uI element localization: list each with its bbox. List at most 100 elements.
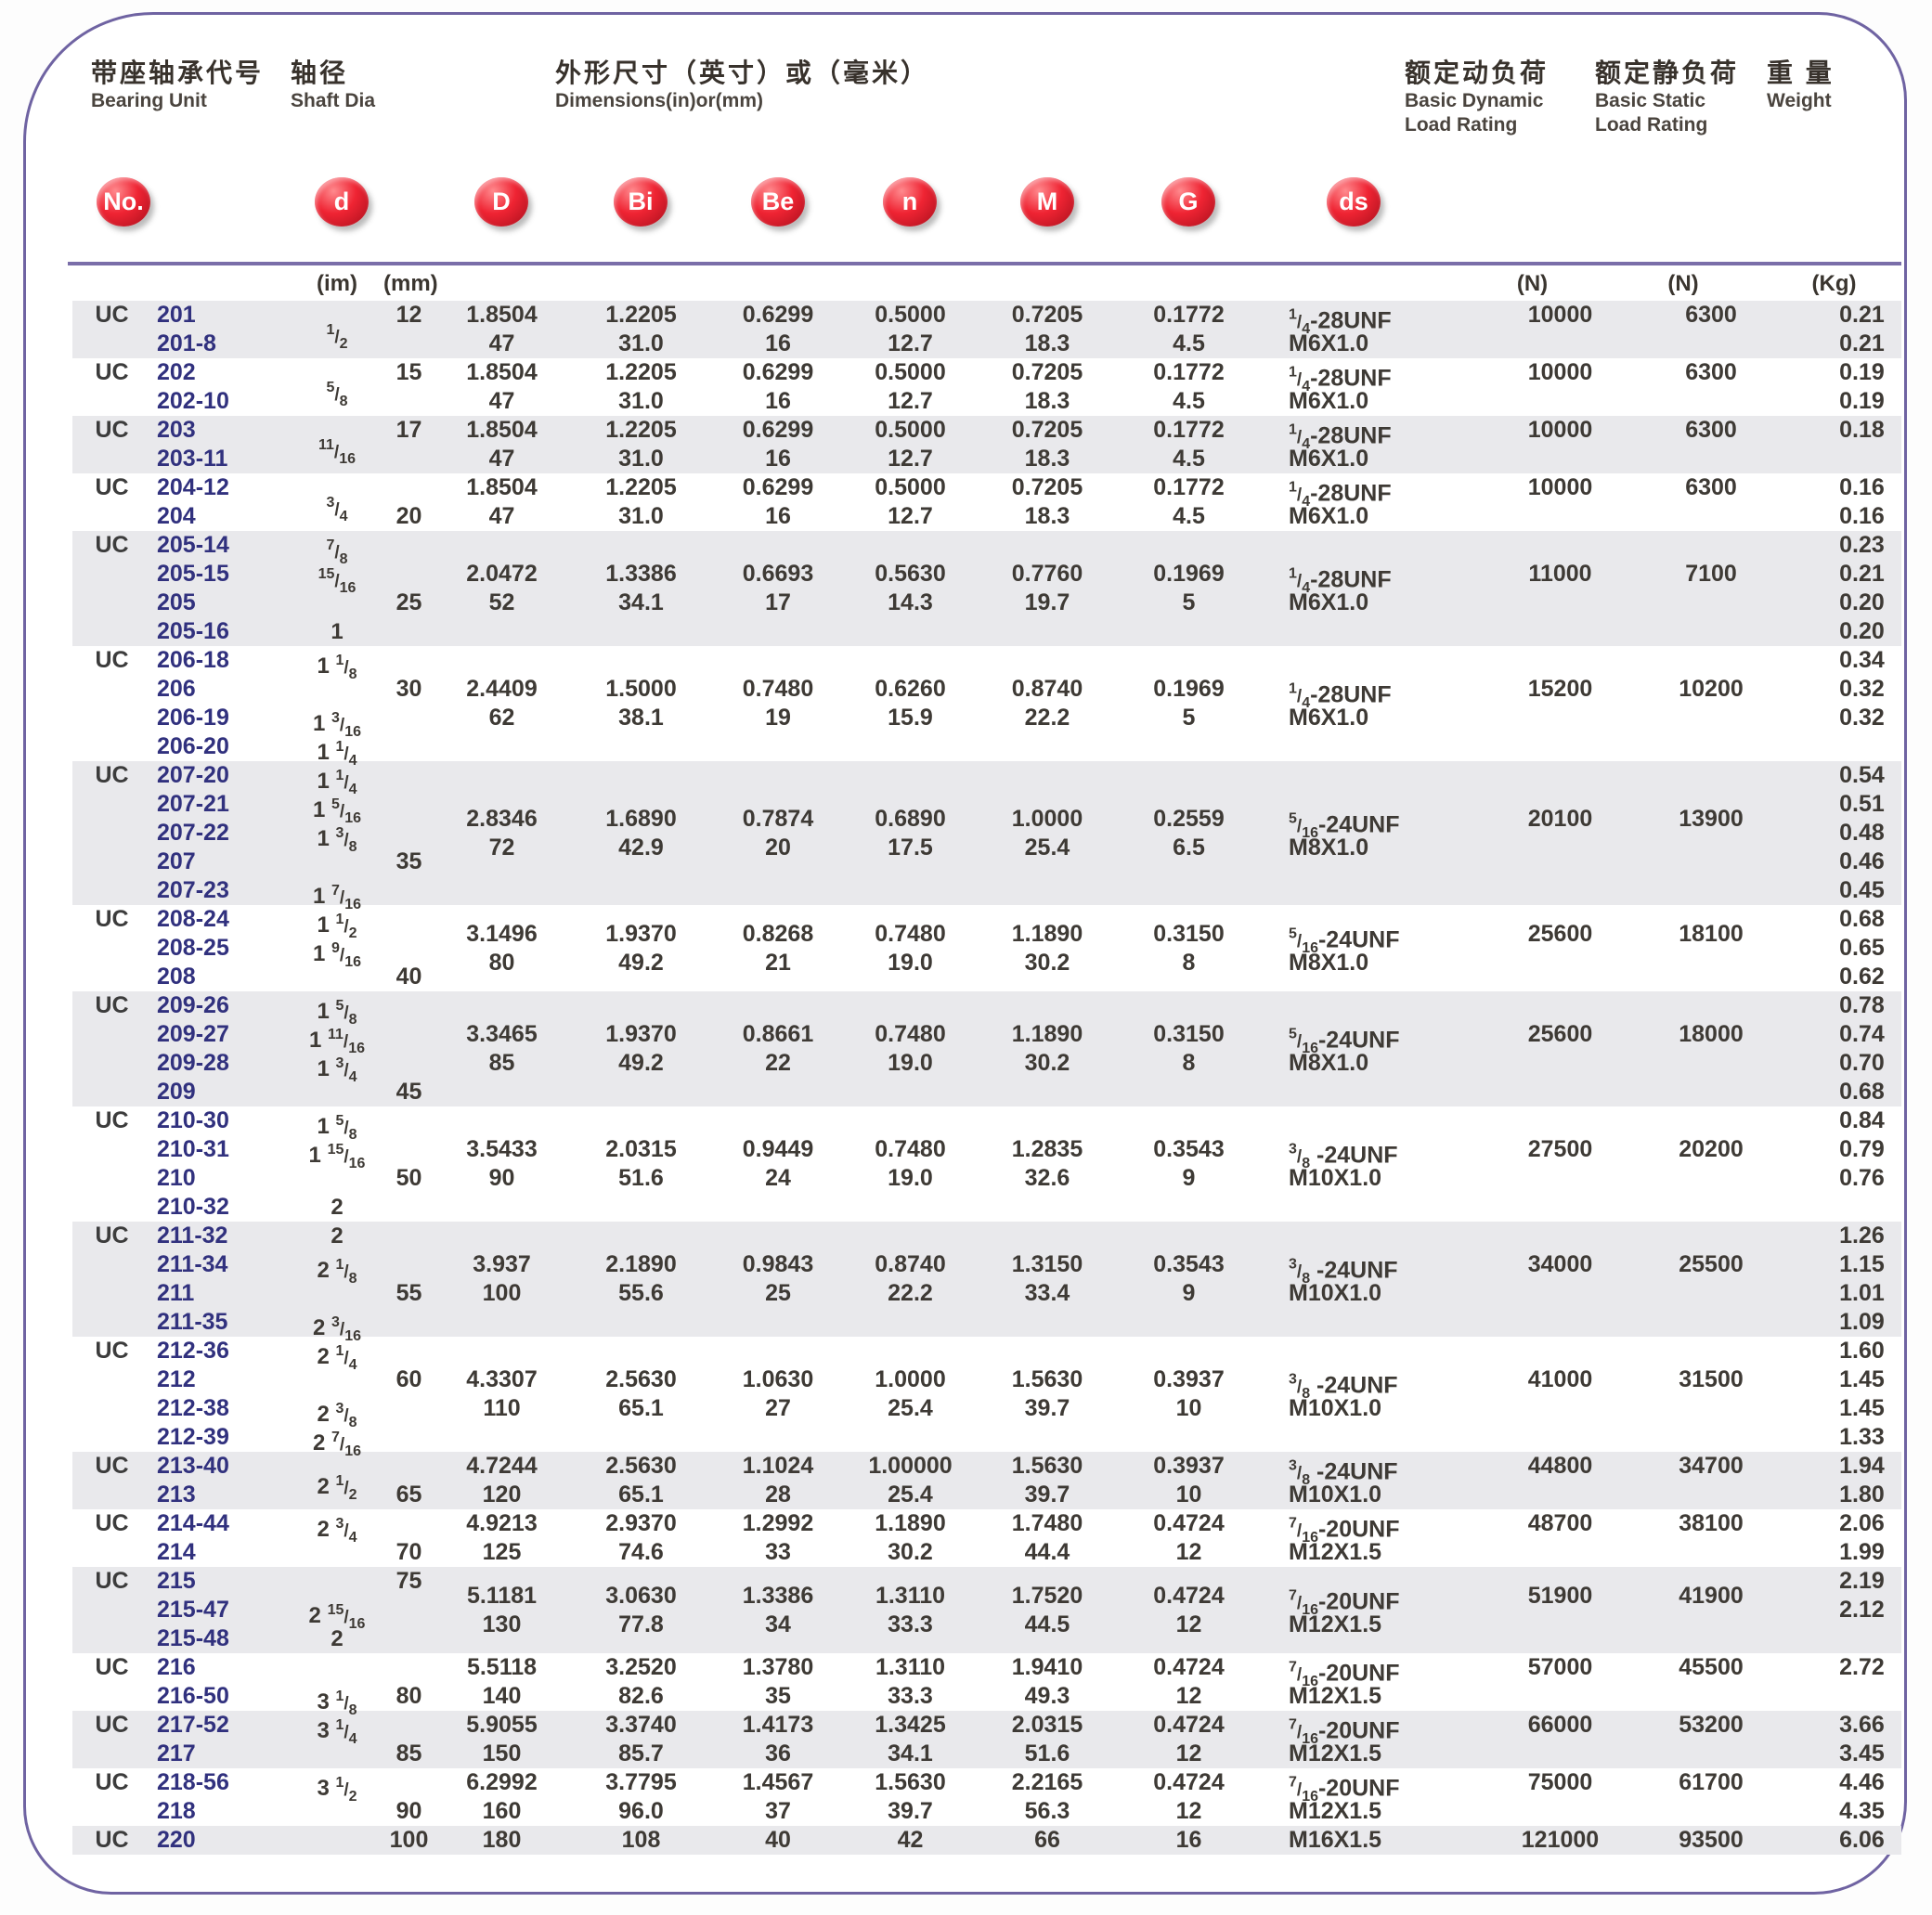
cell-din-206: 1 1/8 1 3/16 1 1/4 [313,653,361,769]
badge-bi-label: Bi [614,177,668,226]
cell-no-204: 204-12 204 [157,474,229,529]
cell-Be-220: 40 [765,1827,791,1853]
cell-dyn-201: 10000 [1527,302,1593,328]
cell-ds-201: 1/4-28UNF M6X1.0 [1289,307,1392,356]
cell-dmm-215: 75 [395,1568,422,1594]
cell-G-205: 0.1969 5 [1153,561,1225,615]
cell-M-214: 1.7480 44.4 [1011,1510,1083,1565]
cell-uc-201: UC [95,302,129,328]
cell-no-202: 202 202-10 [157,359,229,414]
cell-dyn-214: 48700 [1527,1510,1593,1536]
header-dynamic-rating: 额定动负荷 Basic Dynamic Load Rating [1405,57,1549,138]
cell-dyn-209: 25600 [1527,1021,1593,1047]
header-weight-en: Weight [1767,90,1832,111]
cell-no-220: 220 [157,1827,196,1853]
cell-ds-215: 7/16-20UNF M12X1.5 [1289,1587,1400,1637]
cell-n-201: 0.5000 12.7 [875,302,946,356]
cell-stat-204: 6300 [1685,474,1737,500]
cell-dyn-216: 57000 [1527,1654,1593,1680]
cell-uc-217: UC [95,1712,129,1738]
cell-Bi-203: 1.2205 31.0 [605,417,677,472]
cell-Be-204: 0.6299 16 [742,474,814,529]
cell-wt-211: 1.26 1.15 1.01 1.09 [1839,1223,1885,1335]
cell-dyn-220: 121000 [1521,1827,1600,1853]
cell-ds-208: 5/16-24UNF M8X1.0 [1289,925,1400,976]
table-group-211: UC 211-32 211-34 211 211-35 2 2 1/8 2 3/16 55 3.9… [72,1222,1901,1344]
cell-din-217: 3 1/4 [317,1717,357,1747]
cell-dyn-212: 41000 [1527,1366,1593,1392]
cell-Bi-209: 1.9370 49.2 [605,1021,677,1076]
cell-uc-220: UC [95,1827,129,1853]
header-bearing-unit-zh: 带座轴承代号 [91,58,265,87]
cell-wt-216: 2.72 [1839,1654,1885,1680]
cell-n-210: 0.7480 19.0 [875,1136,946,1191]
table-group-203: UC 203 203-11 11/16 17 1.8504 47 1.2205 31.0 0.62… [72,416,1901,473]
cell-Bi-215: 3.0630 77.8 [605,1582,677,1637]
cell-n-213: 1.00000 25.4 [868,1453,953,1507]
badge-ds-label: ds [1327,177,1381,226]
unit-Bi [569,267,713,301]
badge-g-label: G [1161,177,1215,226]
cell-din-216: 3 1/8 [317,1689,357,1718]
cell-wt-217: 3.66 3.45 [1839,1712,1885,1766]
cell-dmm-207: 35 [395,848,422,874]
cell-M-207: 1.0000 25.4 [1011,805,1083,860]
cell-stat-218: 61700 [1679,1769,1744,1795]
table-group-202: UC 202 202-10 5/8 15 1.8504 47 1.2205 31.0 0.6299… [72,358,1901,416]
cell-dmm-203: 17 [395,417,422,443]
cell-dmm-218: 90 [395,1798,422,1824]
cell-dyn-218: 75000 [1527,1769,1593,1795]
cell-din-215: 2 15/16 2 [308,1602,366,1651]
cell-D-204: 1.8504 47 [466,474,538,529]
table-group-217: UC 217-52 217 3 1/4 85 5.9055 150 3.3740 85.7 1.4… [72,1711,1901,1768]
cell-wt-215: 2.19 2.12 [1839,1568,1885,1623]
cell-Bi-218: 3.7795 96.0 [605,1769,677,1824]
cell-Bi-212: 2.5630 65.1 [605,1366,677,1421]
cell-no-206: 206-18 206 206-19 206-20 [157,647,229,759]
cell-G-212: 0.3937 10 [1153,1366,1225,1421]
cell-Be-214: 1.2992 33 [742,1510,814,1565]
cell-Be-213: 1.1024 28 [742,1453,814,1507]
cell-Bi-206: 1.5000 38.1 [605,676,677,731]
cell-stat-209: 18000 [1679,1021,1744,1047]
cell-M-202: 0.7205 18.3 [1011,359,1083,414]
unit-din: (im) [317,271,357,296]
cell-Bi-210: 2.0315 51.6 [605,1136,677,1191]
cell-uc-202: UC [95,359,129,385]
header-static-rating: 额定静负荷 Basic Static Load Rating [1595,57,1739,138]
table-group-215: UC 215 215-47 215-48 2 15/16 2 75 5.1181 130 3.06… [72,1567,1901,1653]
unit-stat: (N) [1667,271,1699,296]
cell-D-217: 5.9055 150 [466,1712,538,1766]
badge-d-label: D [474,177,528,226]
cell-din-218: 3 1/2 [317,1775,357,1805]
cell-D-218: 6.2992 160 [466,1769,538,1824]
cell-Be-206: 0.7480 19 [742,676,814,731]
cell-D-220: 180 [482,1827,522,1853]
cell-n-220: 42 [897,1827,924,1853]
cell-D-215: 5.1181 130 [466,1582,538,1637]
cell-dmm-209: 45 [395,1079,422,1105]
cell-dmm-214: 70 [395,1539,422,1565]
cell-uc-213: UC [95,1453,129,1479]
unit-M [978,267,1117,301]
header-dynamic-rating-zh: 额定动负荷 [1405,58,1549,87]
cell-ds-205: 1/4-28UNF M6X1.0 [1289,566,1392,615]
badge-no-label: No. [97,177,150,226]
cell-M-208: 1.1890 30.2 [1011,920,1083,976]
cell-D-211: 3.937 100 [473,1251,531,1306]
cell-Be-202: 0.6299 16 [742,359,814,414]
cell-n-215: 1.3110 33.3 [875,1582,946,1637]
cell-dyn-204: 10000 [1527,474,1593,500]
table-group-220: UC 220 100 180 108 40 42 66 16 M16X1.5 121000 93500… [72,1826,1901,1855]
header-bearing-unit: 带座轴承代号 Bearing Unit [91,57,264,113]
spec-table: (im) (mm) (N) (N) (Kg) UC 201 201-8 1/2 12 1.8504 4… [72,267,1901,1855]
cell-stat-212: 31500 [1679,1366,1744,1392]
table-group-206: UC 206-18 206 206-19 206-20 1 1/8 1 3/16 1 1/4 3… [72,646,1901,769]
cell-Bi-204: 1.2205 31.0 [605,474,677,529]
cell-Be-205: 0.6693 17 [742,561,814,615]
cell-dyn-213: 44800 [1527,1453,1593,1479]
cell-stat-210: 20200 [1679,1136,1744,1162]
cell-ds-209: 5/16-24UNF M8X1.0 [1289,1027,1400,1076]
cell-uc-216: UC [95,1654,129,1680]
